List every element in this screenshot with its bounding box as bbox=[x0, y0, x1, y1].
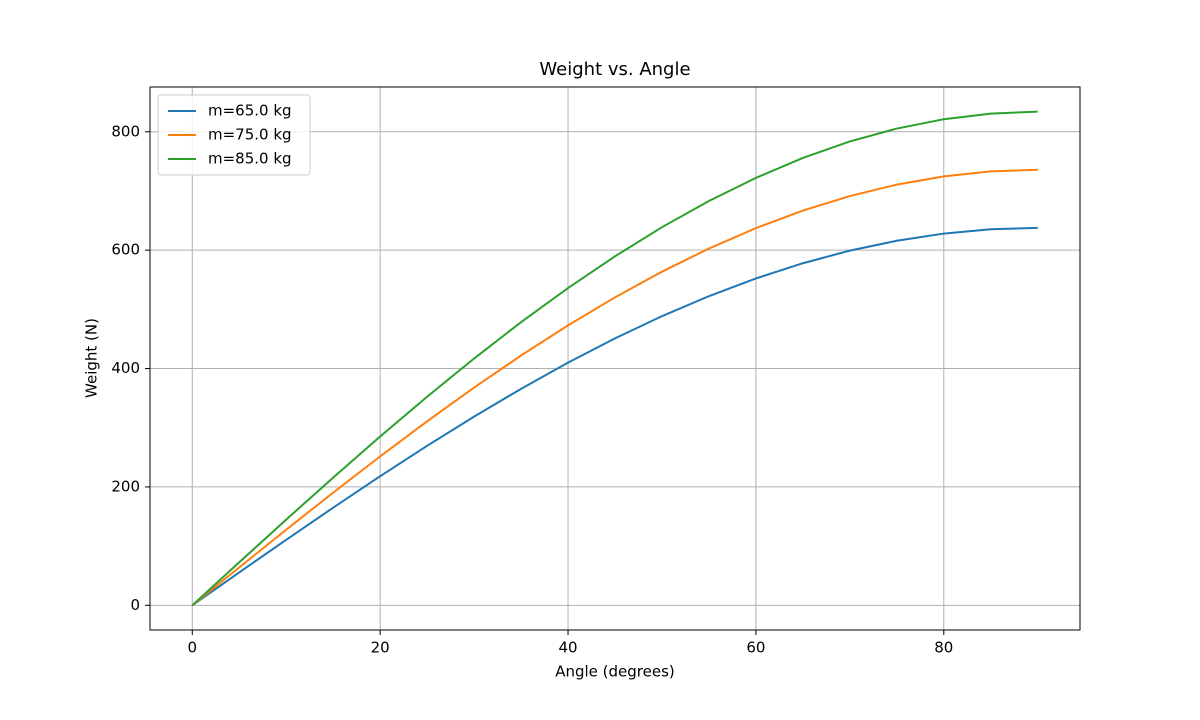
x-tick-label: 40 bbox=[558, 639, 577, 657]
legend-label: m=65.0 kg bbox=[208, 102, 292, 120]
legend-label: m=75.0 kg bbox=[208, 126, 292, 144]
x-tick-label: 0 bbox=[187, 639, 197, 657]
x-tick-label: 60 bbox=[746, 639, 765, 657]
y-axis-label: Weight (N) bbox=[83, 318, 101, 398]
x-tick-label: 80 bbox=[934, 639, 953, 657]
plot-frame bbox=[149, 86, 1081, 631]
y-tick-label: 600 bbox=[111, 241, 140, 259]
y-tick-label: 800 bbox=[111, 122, 140, 140]
y-tick-label: 200 bbox=[111, 477, 140, 495]
x-tick-label: 20 bbox=[371, 639, 390, 657]
line-series bbox=[191, 168, 1038, 607]
legend-label: m=85.0 kg bbox=[208, 150, 292, 168]
line-series bbox=[191, 110, 1038, 607]
y-tick-label: 400 bbox=[111, 359, 140, 377]
chart-title: Weight vs. Angle bbox=[539, 59, 690, 80]
line-series bbox=[191, 226, 1038, 607]
y-tick-label: 0 bbox=[130, 596, 140, 614]
legend-box bbox=[157, 94, 311, 176]
x-axis-label: Angle (degrees) bbox=[555, 663, 675, 681]
